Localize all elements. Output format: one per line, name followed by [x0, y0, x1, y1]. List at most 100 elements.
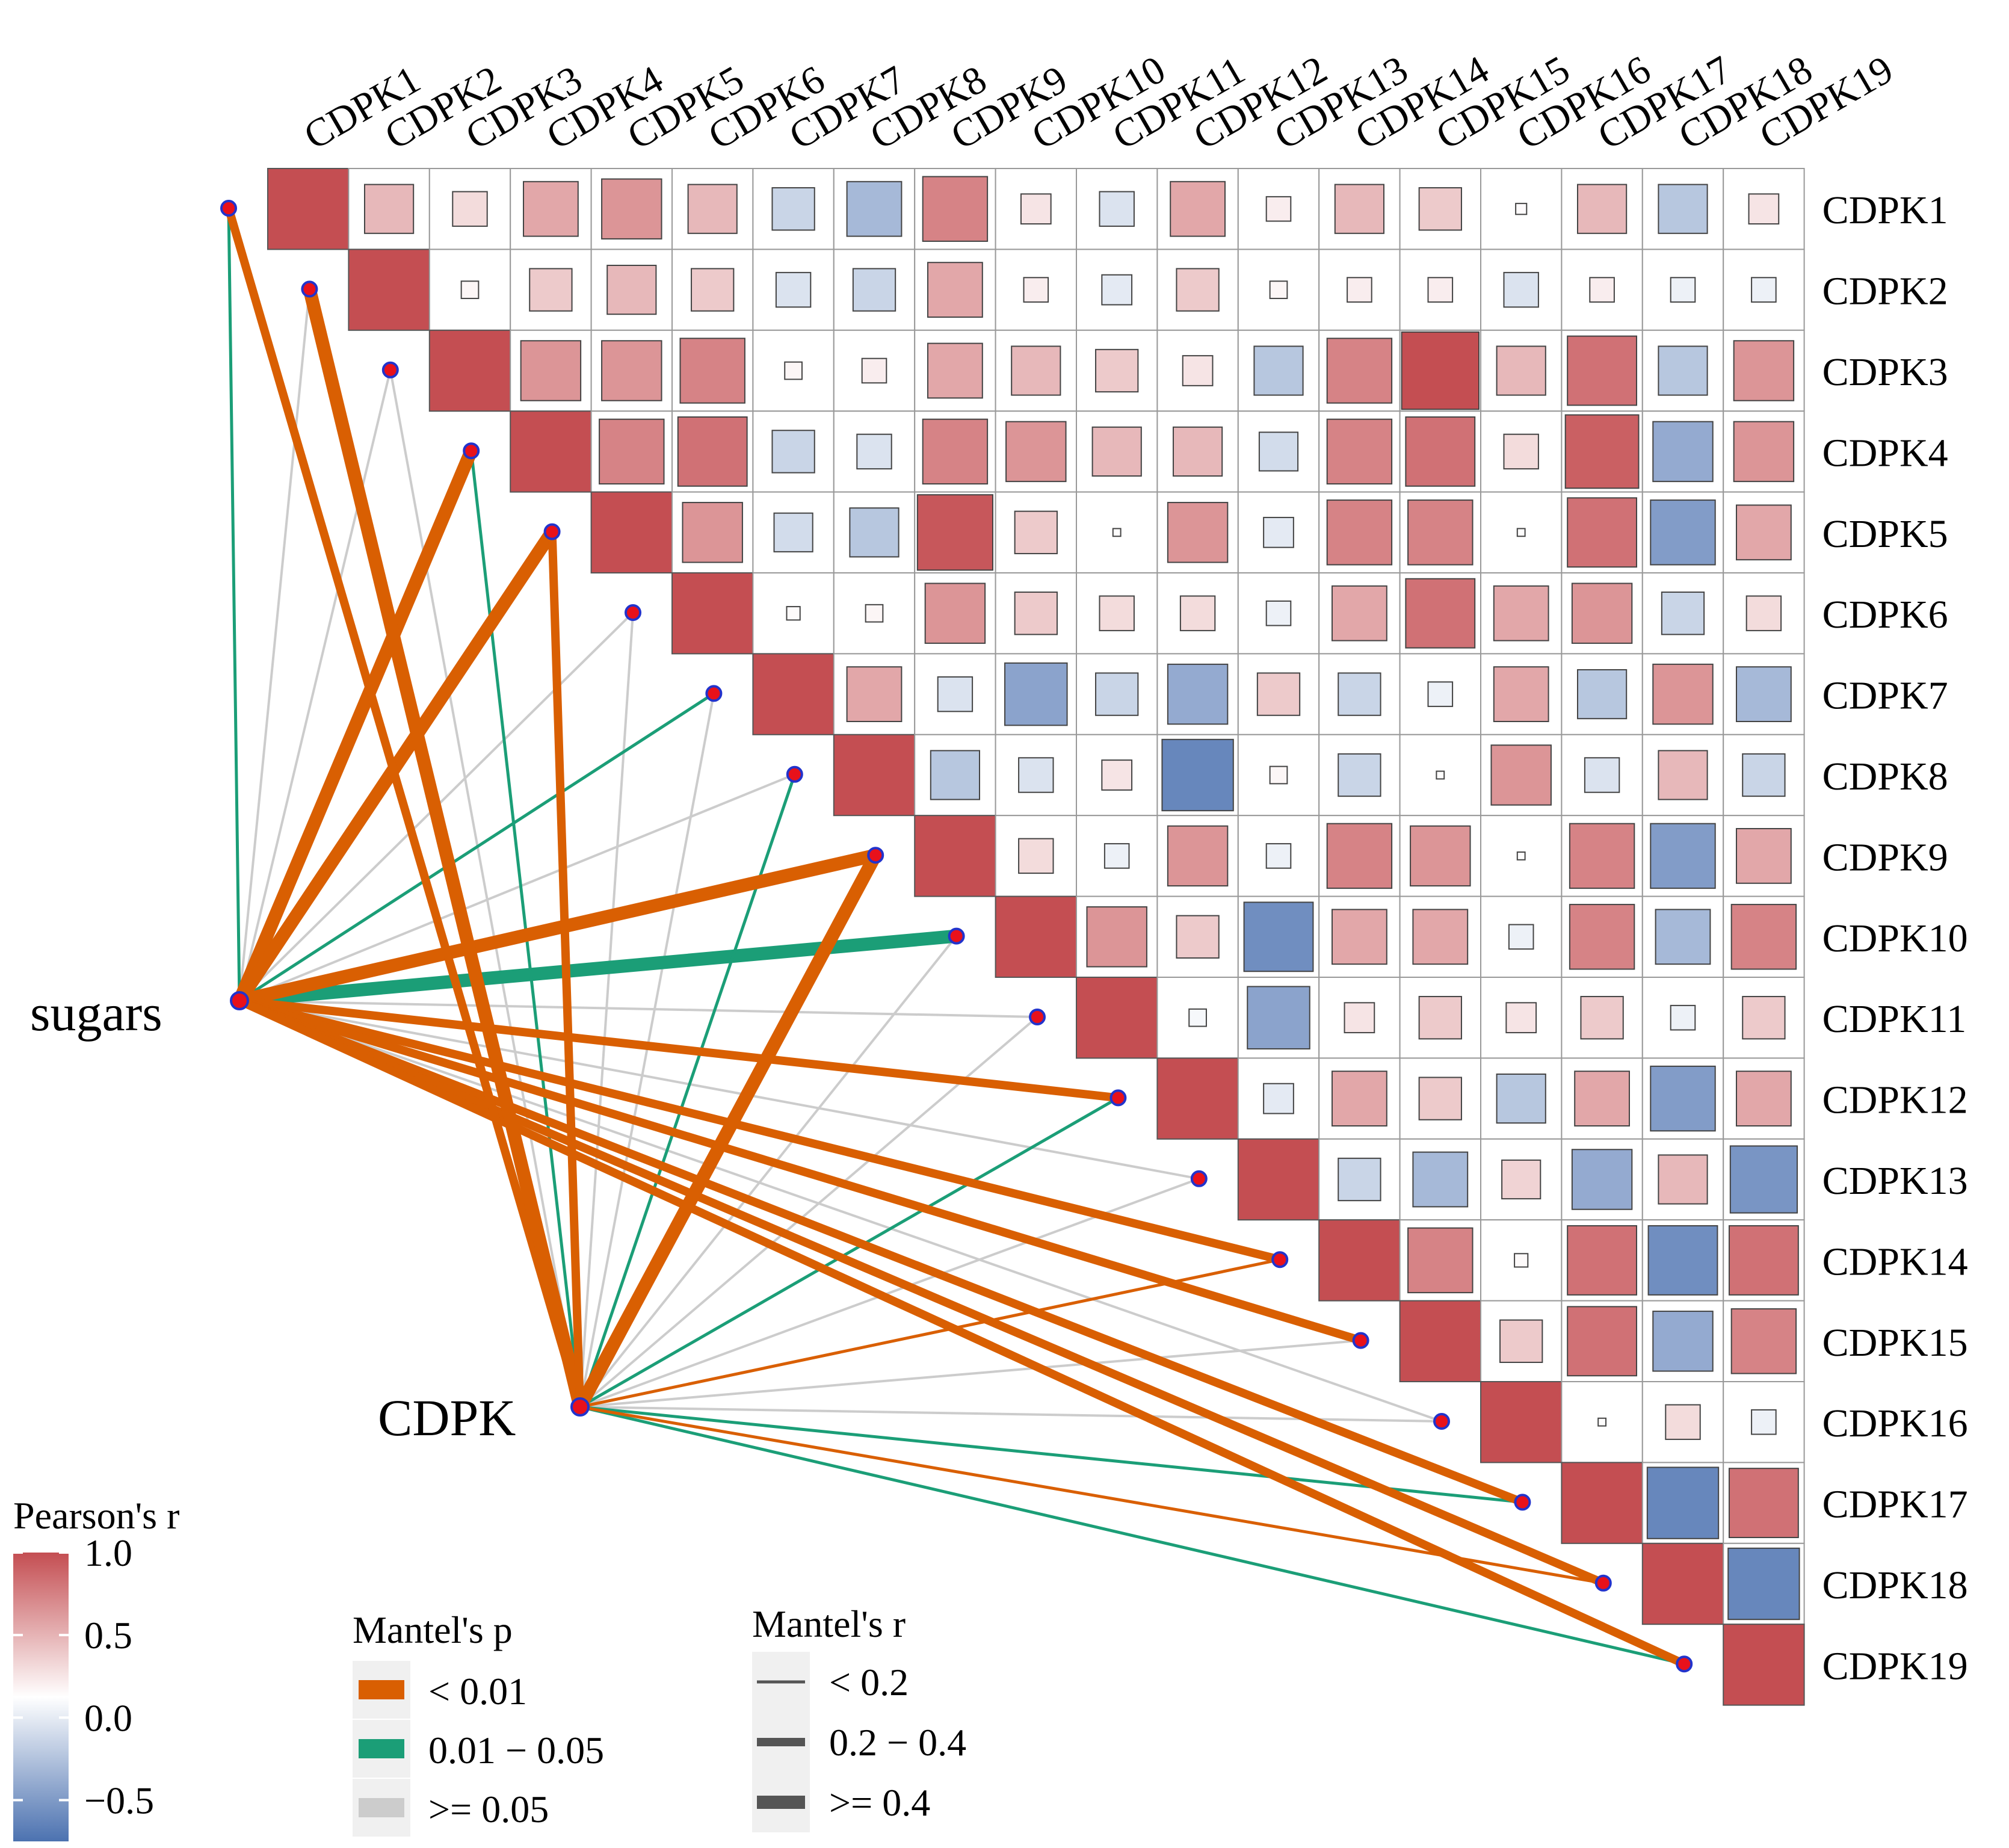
cell-CDPK11-CDPK16 — [1505, 1002, 1537, 1034]
cell-CDPK8-CDPK18 — [1658, 750, 1708, 800]
link-CDPK-CDPK18 — [579, 1405, 1604, 1585]
cell-CDPK14-CDPK17 — [1567, 1225, 1638, 1296]
link-CDPK-CDPK12 — [579, 1096, 1119, 1409]
cell-CDPK5-CDPK16 — [1516, 528, 1526, 537]
mantel-p-label: >= 0.05 — [428, 1788, 549, 1831]
cell-CDPK6-CDPK17 — [1571, 583, 1633, 644]
cell-CDPK1-CDPK9 — [922, 176, 989, 242]
node-CDPK7 — [705, 685, 723, 702]
cell-CDPK12-CDPK14 — [1332, 1071, 1387, 1126]
row-label-CDPK17: CDPK17 — [1822, 1483, 1968, 1527]
link-sugars-CDPK1 — [227, 208, 241, 1001]
cell-diagonal-CDPK5 — [590, 491, 673, 573]
cell-CDPK16-CDPK18 — [1665, 1404, 1701, 1440]
node-CDPK17 — [1514, 1494, 1531, 1511]
mantel-r-key-swatch — [757, 1680, 805, 1684]
pearson-tick-label: 0.5 — [84, 1614, 132, 1657]
node-CDPK3 — [381, 361, 399, 379]
cell-CDPK12-CDPK13 — [1263, 1083, 1294, 1114]
cell-CDPK8-CDPK11 — [1101, 759, 1133, 791]
cell-CDPK13-CDPK15 — [1412, 1151, 1469, 1208]
node-CDPK6 — [625, 604, 641, 621]
cell-CDPK13-CDPK16 — [1501, 1159, 1541, 1200]
cell-CDPK1-CDPK10 — [1020, 193, 1052, 225]
cell-CDPK2-CDPK13 — [1269, 280, 1288, 299]
cell-CDPK9-CDPK16 — [1516, 851, 1526, 861]
cell-CDPK4-CDPK5 — [599, 418, 665, 485]
node-CDPK11 — [1029, 1009, 1046, 1025]
row-labels: CDPK1 CDPK2 CDPK3 CDPK4 CDPK5 CDPK6 CDPK7 CDPK8… — [1822, 188, 1968, 1688]
cell-CDPK6-CDPK16 — [1493, 585, 1549, 641]
correlation-matrix — [267, 168, 1805, 1706]
cell-CDPK4-CDPK18 — [1652, 421, 1714, 483]
cell-CDPK3-CDPK19 — [1733, 340, 1795, 401]
cell-CDPK1-CDPK8 — [846, 181, 903, 237]
link-sugars-CDPK13 — [239, 1000, 1200, 1180]
cell-CDPK7-CDPK12 — [1167, 663, 1229, 725]
node-CDPK19 — [1676, 1655, 1693, 1673]
cell-CDPK17-CDPK18 — [1646, 1466, 1720, 1539]
link-sugars-CDPK11 — [239, 1000, 1038, 1018]
cell-CDPK9-CDPK10 — [1018, 838, 1054, 874]
cell-CDPK2-CDPK5 — [606, 264, 657, 315]
cell-CDPK4-CDPK6 — [677, 416, 748, 487]
cell-CDPK10-CDPK16 — [1508, 924, 1534, 950]
cell-CDPK4-CDPK10 — [1005, 421, 1067, 483]
cell-CDPK5-CDPK14 — [1326, 499, 1393, 566]
cell-CDPK10-CDPK12 — [1176, 915, 1220, 959]
cell-diagonal-CDPK15 — [1399, 1300, 1482, 1383]
cell-CDPK4-CDPK19 — [1733, 421, 1795, 483]
pearson-colorbar — [13, 1553, 69, 1841]
cell-CDPK5-CDPK7 — [773, 512, 813, 552]
link-CDPK-CDPK14 — [579, 1258, 1280, 1409]
cell-CDPK1-CDPK11 — [1099, 191, 1135, 227]
cell-CDPK1-CDPK6 — [687, 184, 738, 234]
cell-CDPK5-CDPK10 — [1014, 510, 1058, 554]
cell-CDPK3-CDPK15 — [1401, 331, 1480, 410]
cell-CDPK2-CDPK15 — [1427, 277, 1454, 303]
cell-diagonal-CDPK8 — [833, 734, 916, 817]
cell-CDPK14-CDPK19 — [1728, 1225, 1799, 1296]
cell-CDPK5-CDPK19 — [1736, 504, 1792, 561]
node-source-sugars — [230, 991, 249, 1010]
cell-CDPK9-CDPK14 — [1326, 823, 1393, 889]
cell-CDPK17-CDPK19 — [1728, 1468, 1799, 1539]
cell-CDPK4-CDPK8 — [856, 433, 892, 470]
cell-CDPK2-CDPK17 — [1589, 277, 1615, 303]
cell-CDPK13-CDPK18 — [1658, 1154, 1708, 1205]
node-CDPK2 — [301, 280, 318, 298]
pearson-legend-title: Pearson's r — [13, 1494, 179, 1537]
cell-CDPK4-CDPK9 — [922, 418, 989, 485]
link-sugars-CDPK14 — [238, 997, 1281, 1264]
cell-CDPK2-CDPK3 — [460, 280, 480, 299]
cell-CDPK8-CDPK9 — [930, 750, 981, 800]
row-label-CDPK4: CDPK4 — [1822, 431, 1948, 475]
cell-CDPK6-CDPK18 — [1661, 592, 1705, 635]
row-label-CDPK5: CDPK5 — [1822, 512, 1948, 556]
row-label-CDPK12: CDPK12 — [1822, 1078, 1968, 1122]
mantel-links — [224, 207, 1687, 1668]
cell-CDPK2-CDPK9 — [927, 262, 983, 318]
cell-CDPK11-CDPK17 — [1580, 996, 1624, 1040]
cell-CDPK1-CDPK2 — [363, 184, 415, 234]
cell-CDPK7-CDPK15 — [1427, 681, 1454, 707]
cell-CDPK13-CDPK17 — [1571, 1149, 1633, 1210]
link-CDPK-CDPK10 — [579, 935, 958, 1408]
link-end-nodes — [220, 200, 1693, 1673]
link-CDPK-CDPK2 — [303, 287, 587, 1409]
cell-CDPK8-CDPK17 — [1584, 757, 1620, 793]
link-sugars-CDPK7 — [238, 692, 715, 1003]
cell-CDPK2-CDPK19 — [1751, 277, 1777, 303]
link-CDPK-CDPK19 — [579, 1405, 1685, 1666]
cell-CDPK10-CDPK19 — [1730, 904, 1797, 970]
row-label-CDPK2: CDPK2 — [1822, 270, 1948, 314]
cell-diagonal-CDPK17 — [1561, 1462, 1643, 1544]
node-CDPK18 — [1594, 1574, 1612, 1592]
cell-CDPK13-CDPK19 — [1729, 1145, 1798, 1214]
row-label-CDPK16: CDPK16 — [1822, 1401, 1968, 1445]
cell-CDPK10-CDPK11 — [1086, 906, 1147, 968]
cell-CDPK6-CDPK7 — [786, 606, 801, 621]
cell-CDPK4-CDPK7 — [771, 430, 815, 474]
link-sugars-CDPK10 — [239, 929, 957, 1007]
link-sugars-CDPK2 — [238, 289, 311, 1001]
